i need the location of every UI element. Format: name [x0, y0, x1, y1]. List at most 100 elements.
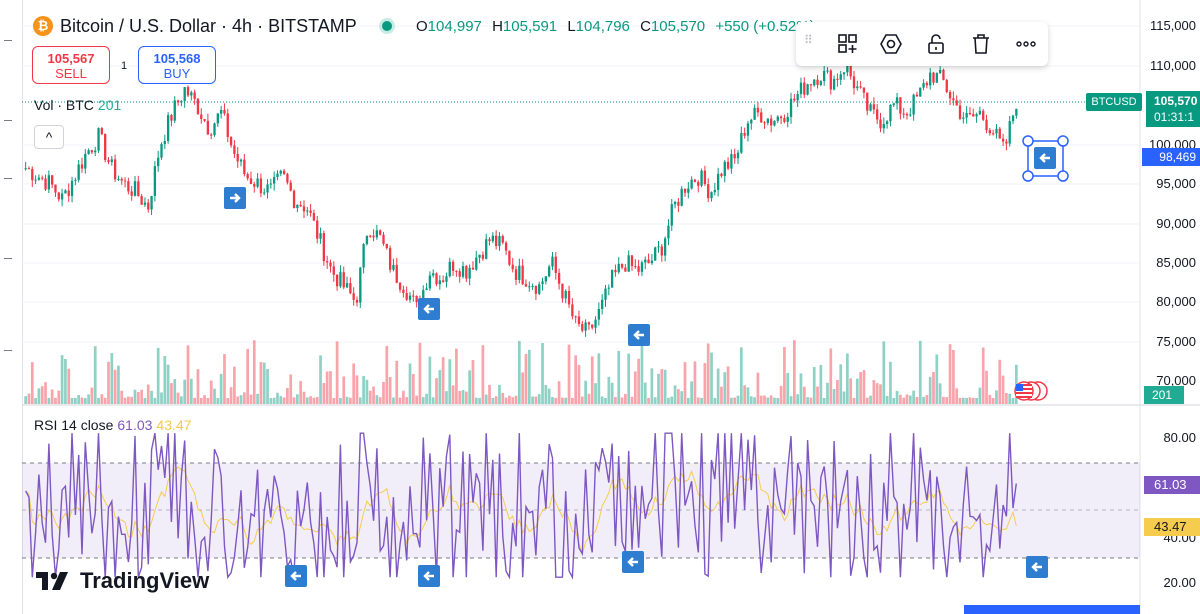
candle-body — [31, 168, 34, 181]
candle-body — [716, 173, 720, 190]
candle-body — [620, 263, 624, 268]
more-icon[interactable] — [1014, 32, 1038, 56]
candle-body — [339, 272, 342, 287]
volume-bar — [372, 386, 375, 404]
candle-body — [100, 128, 104, 135]
candle-body — [604, 288, 607, 300]
volume-bar — [792, 340, 796, 404]
volume-bar — [319, 355, 322, 404]
candle-body — [355, 299, 359, 303]
candle-body — [157, 157, 160, 167]
collapse-legend-button[interactable]: ^ — [34, 125, 64, 149]
volume-bar — [935, 354, 939, 404]
arrow-right-marker-icon[interactable] — [224, 187, 246, 209]
volume-bar — [120, 390, 124, 404]
candle-body — [819, 81, 823, 85]
arrow-left-marker-icon[interactable] — [1026, 556, 1048, 578]
volume-bar — [166, 364, 170, 404]
candle-body — [726, 161, 730, 169]
arrow-left-marker-icon[interactable] — [285, 565, 307, 587]
volume-bar — [34, 397, 37, 404]
toolbar-tick — [4, 178, 12, 179]
volume-tag: 201 — [1144, 386, 1184, 404]
candle-body — [892, 103, 895, 105]
drag-handle-icon[interactable]: ⠿ — [804, 33, 814, 47]
candle-body — [531, 285, 534, 287]
arrow-left-marker-icon[interactable] — [622, 551, 644, 573]
candle-body — [634, 266, 637, 268]
symbol-title[interactable]: Bitcoin / U.S. Dollar · 4h · BITSTAMP — [60, 16, 357, 36]
candle-body — [693, 179, 697, 182]
volume-bar — [451, 385, 455, 404]
volume-bar — [140, 389, 143, 404]
candle-body — [256, 178, 259, 187]
volume-bar — [471, 360, 475, 404]
settings-icon[interactable] — [879, 32, 903, 56]
object-tree-icon[interactable] — [836, 32, 860, 56]
candle-body — [514, 269, 518, 280]
candle-body — [143, 202, 147, 205]
candle-body — [670, 204, 673, 226]
volume-bar — [892, 397, 896, 404]
volume-bar — [624, 393, 627, 404]
delete-icon[interactable] — [969, 32, 993, 56]
candle-body — [398, 282, 402, 290]
candle-body — [1001, 138, 1005, 142]
candle-body — [485, 239, 488, 259]
arrow-left-marker-icon[interactable] — [418, 298, 440, 320]
candle-body — [302, 206, 306, 212]
candle-body — [173, 100, 176, 121]
candle-body — [133, 181, 137, 196]
candle-body — [591, 324, 594, 328]
buy-button[interactable]: 105,568 BUY — [138, 46, 216, 84]
rsi-legend[interactable]: RSI 14 close 61.03 43.47 — [34, 417, 191, 433]
volume-bar — [673, 385, 677, 404]
candle-body — [610, 269, 614, 288]
candle-body — [296, 204, 299, 208]
candle-body — [385, 243, 388, 249]
volume-bar — [852, 397, 856, 404]
tradingview-logo-icon — [36, 572, 68, 590]
volume-bar — [464, 391, 468, 404]
volume-legend[interactable]: Vol · BTC 201 — [34, 97, 121, 113]
volume-bar — [753, 397, 756, 404]
volume-bar — [759, 395, 763, 404]
candle-body — [988, 130, 991, 134]
volume-bar — [809, 397, 813, 404]
candle-body — [985, 119, 988, 131]
candle-body — [1005, 141, 1008, 144]
candle-body — [789, 98, 793, 117]
volume-bar — [730, 397, 733, 404]
candle-body — [922, 82, 925, 88]
volume-bar — [266, 369, 269, 404]
volume-bar — [239, 395, 243, 404]
candle-body — [948, 91, 952, 99]
candle-body — [70, 180, 74, 196]
volume-bar — [922, 396, 925, 404]
drawing-toolbar: ⠿ — [796, 22, 1048, 66]
volume-bar — [713, 397, 717, 404]
candle-body — [77, 164, 80, 180]
arrow-left-marker-icon[interactable] — [1034, 147, 1056, 169]
volume-bar — [647, 397, 650, 404]
buy-price: 105,568 — [153, 51, 201, 66]
sell-button[interactable]: 105,567 SELL — [32, 46, 110, 84]
candle-body — [34, 179, 37, 181]
volume-bar — [514, 395, 518, 404]
candle-body — [180, 100, 183, 103]
candle-body — [160, 144, 163, 158]
arrow-left-marker-icon[interactable] — [628, 324, 650, 346]
market-open-indicator — [382, 21, 392, 31]
volume-bar — [83, 397, 87, 404]
volume-bar — [855, 378, 859, 404]
volume-bar — [242, 392, 246, 404]
volume-bar — [872, 380, 876, 404]
candle-body — [405, 293, 408, 300]
volume-bar — [832, 389, 836, 404]
candle-body — [306, 210, 309, 212]
arrow-left-marker-icon[interactable] — [418, 565, 440, 587]
unlock-icon[interactable] — [924, 32, 948, 56]
candle-body — [329, 262, 332, 267]
volume-bar — [286, 387, 289, 404]
